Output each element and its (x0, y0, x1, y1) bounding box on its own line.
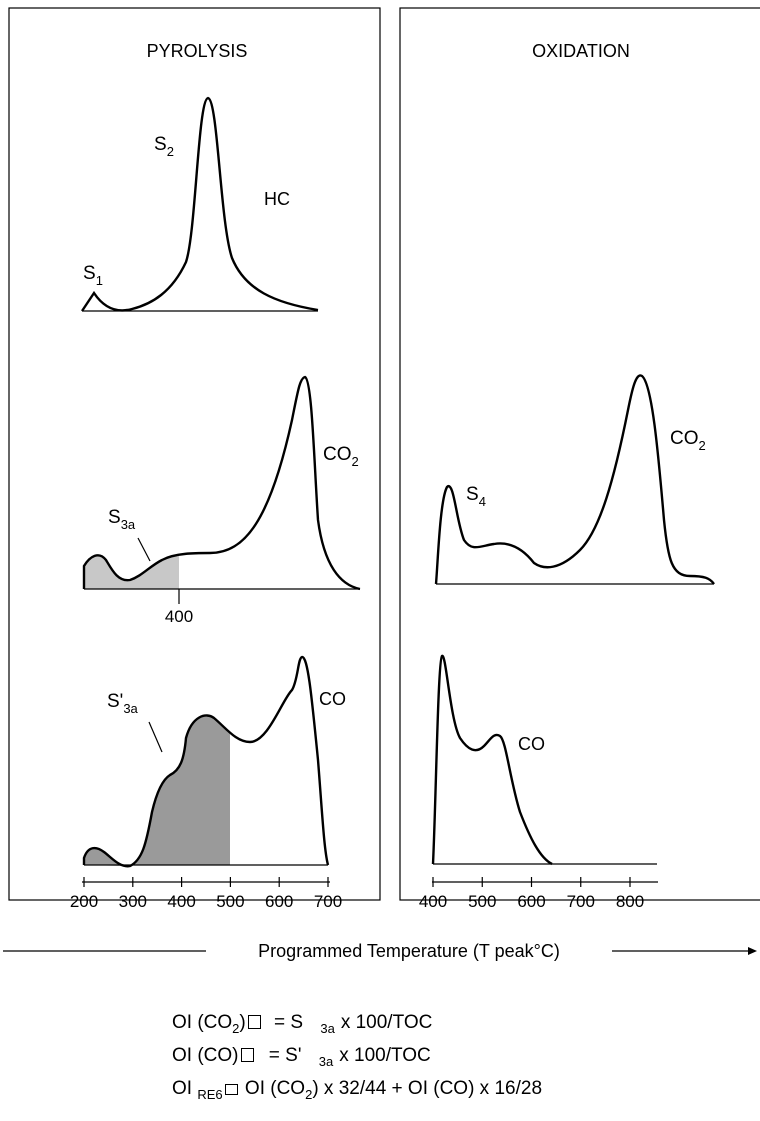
pyrolysis-title: PYROLYSIS (147, 41, 248, 61)
hc-label: HC (264, 189, 290, 209)
oxi-tick-label: 700 (567, 892, 595, 911)
pyro-tick-label: 400 (167, 892, 195, 911)
pyro-tick-label: 200 (70, 892, 98, 911)
box-glyph (240, 1048, 254, 1062)
s3a-prime-label: S'3a (107, 691, 139, 716)
hc-curve (81, 96, 319, 312)
s1-label: S1 (83, 263, 103, 288)
pyrolysis-co2-label: CO2 (323, 444, 359, 469)
s3a-label: S3a (108, 507, 136, 532)
s3a-prime-shaded-area (84, 715, 230, 867)
box-glyph (224, 1084, 238, 1095)
oxidation-co2-label: CO2 (670, 428, 706, 453)
oxi-tick-label: 800 (616, 892, 644, 911)
oxi-tick-label: 600 (517, 892, 545, 911)
oxidation-co2-curve (434, 374, 715, 585)
oxidation-title: OXIDATION (532, 41, 630, 61)
axis-caption: Programmed Temperature (T peak°C) (258, 941, 560, 961)
oxidation-co-label: CO (518, 734, 545, 754)
pyrolysis-co-curve (82, 655, 330, 868)
pyrolysis-co2-curve (82, 375, 361, 591)
oxidation-co-curve (431, 654, 553, 866)
oxidation-axis-ticks: 400 500 600 700 800 (419, 877, 644, 911)
formula-oi-co2: OI (CO2) = S 3a x 100/TOC (172, 1012, 433, 1036)
pyro-tick-label: 700 (314, 892, 342, 911)
formula-oi-co: OI (CO) = S' 3a x 100/TOC (172, 1045, 431, 1069)
s3a-shaded-area (84, 555, 179, 589)
caption-arrowhead (748, 947, 757, 955)
s2-label: S2 (154, 134, 174, 159)
oxi-tick-label: 400 (419, 892, 447, 911)
oxi-tick-label: 500 (468, 892, 496, 911)
pyrolysis-axis-ticks: 200 300 400 500 600 700 (70, 877, 342, 911)
box-glyph (247, 1015, 261, 1029)
pyro-tick-label: 300 (119, 892, 147, 911)
pyro-tick-label: 600 (265, 892, 293, 911)
formula-oi-re6: OI RE6 OI (CO2) x 32/44 + OI (CO) x 16/2… (172, 1078, 543, 1102)
s3a-prime-leader (148, 721, 163, 753)
s3a-leader (137, 537, 151, 562)
pyrolysis-panel (8, 7, 381, 901)
s4-label: S4 (466, 484, 486, 509)
pyro-tick-label: 500 (216, 892, 244, 911)
s1-shaded-area (84, 848, 130, 867)
pyrolysis-co-label: CO (319, 689, 346, 709)
oxidation-panel (399, 7, 760, 901)
cutoff-label-400: 400 (165, 607, 193, 626)
